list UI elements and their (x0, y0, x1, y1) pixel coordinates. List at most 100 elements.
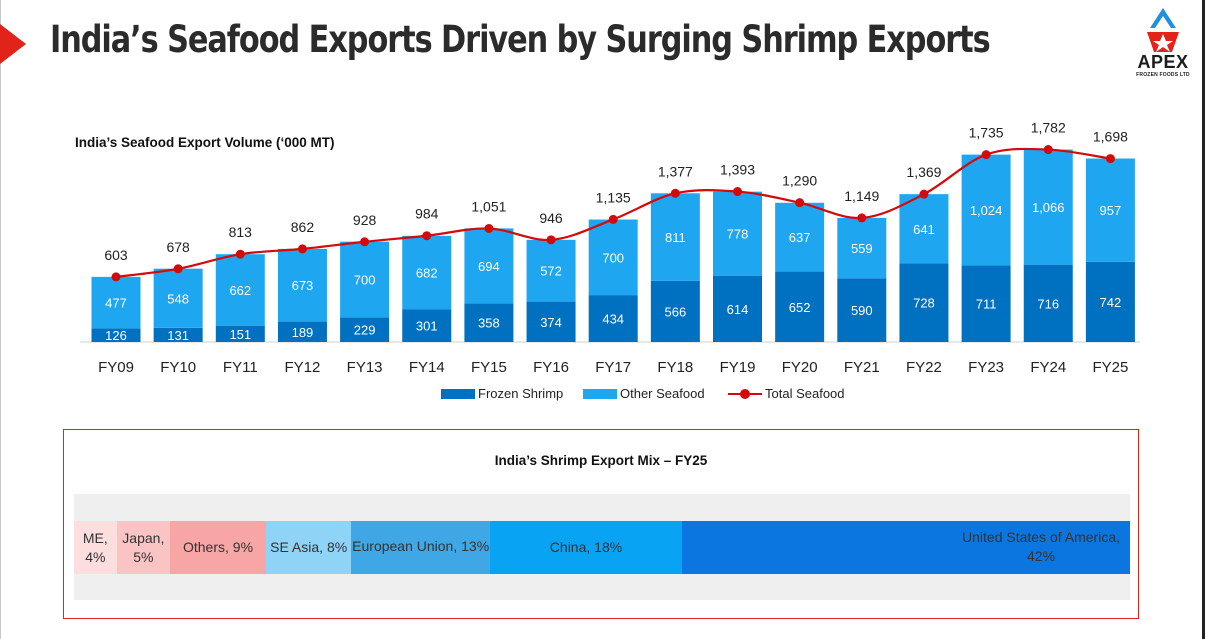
label-frozen-shrimp: 374 (540, 315, 562, 330)
mix-segment-se-asia: SE Asia, 8% (266, 521, 352, 574)
label-frozen-shrimp: 614 (727, 302, 749, 317)
label-total-seafood: 862 (291, 219, 315, 235)
total-seafood-marker (297, 244, 307, 254)
x-tick-label: FY18 (657, 359, 693, 376)
x-tick-label: FY23 (968, 359, 1004, 376)
label-frozen-shrimp: 566 (664, 304, 686, 319)
bar-other-seafood (1023, 149, 1073, 265)
x-tick-label: FY22 (906, 359, 942, 376)
label-total-seafood: 1,782 (1031, 120, 1066, 136)
bar-other-seafood (277, 248, 327, 322)
bar-frozen-shrimp (91, 328, 141, 342)
x-tick-label: FY21 (844, 359, 880, 376)
total-seafood-marker (173, 264, 183, 274)
total-seafood-marker (484, 223, 494, 233)
label-frozen-shrimp: 301 (416, 319, 438, 334)
total-seafood-marker (857, 213, 867, 223)
bar-frozen-shrimp (961, 265, 1011, 342)
total-seafood-marker (795, 198, 805, 208)
label-total-seafood: 1,393 (720, 162, 755, 178)
label-frozen-shrimp: 590 (851, 303, 873, 318)
bar-frozen-shrimp (588, 295, 638, 342)
legend-swatch-other (583, 388, 617, 399)
mix-segment-others: Others, 9% (170, 521, 266, 574)
label-other-seafood: 694 (478, 259, 500, 274)
bar-other-seafood (713, 191, 762, 276)
bar-other-seafood (526, 239, 576, 302)
total-seafood-marker (235, 249, 245, 259)
label-other-seafood: 662 (229, 283, 251, 298)
x-tick-label: FY24 (1030, 359, 1066, 376)
label-total-seafood: 1,135 (596, 189, 631, 205)
label-other-seafood: 700 (354, 272, 376, 287)
x-tick-label: FY19 (720, 359, 756, 376)
label-total-seafood: 1,290 (782, 173, 817, 189)
x-tick-label: FY12 (285, 359, 321, 376)
label-other-seafood: 1,066 (1032, 200, 1065, 215)
x-tick-label: FY15 (471, 359, 507, 376)
bar-frozen-shrimp (277, 321, 327, 342)
label-other-seafood: 637 (789, 230, 811, 245)
label-other-seafood: 1,024 (970, 203, 1003, 218)
label-frozen-shrimp: 126 (105, 328, 127, 343)
mix-segment-united-states-of-america: United States of America, 42% (682, 521, 1130, 574)
bar-other-seafood (837, 217, 887, 279)
bar-other-seafood (588, 219, 638, 296)
bar-frozen-shrimp (650, 280, 700, 342)
apex-logo (1147, 8, 1179, 52)
label-other-seafood: 957 (1100, 203, 1122, 218)
bar-frozen-shrimp (464, 303, 514, 342)
x-tick-label: FY17 (595, 359, 631, 376)
x-tick-label: FY20 (782, 359, 818, 376)
label-frozen-shrimp: 728 (913, 296, 935, 311)
label-frozen-shrimp: 711 (976, 297, 997, 312)
label-frozen-shrimp: 189 (292, 325, 314, 340)
label-frozen-shrimp: 151 (229, 327, 251, 342)
label-frozen-shrimp: 358 (478, 316, 500, 331)
legend-other-seafood: Other Seafood (583, 386, 705, 401)
mix-segment-european-union: European Union, 13% (351, 521, 490, 574)
bar-other-seafood (402, 235, 452, 310)
label-other-seafood: 559 (851, 241, 873, 256)
legend-label-other: Other Seafood (620, 386, 705, 401)
bar-other-seafood (215, 254, 265, 326)
bar-frozen-shrimp (340, 317, 390, 342)
bar-other-seafood (899, 194, 949, 264)
bar-other-seafood (340, 241, 390, 318)
mix-segment-label: China, 18% (549, 539, 623, 555)
bar-other-seafood (775, 202, 825, 272)
total-seafood-marker (733, 187, 742, 197)
label-other-seafood: 673 (292, 278, 314, 293)
bar-other-seafood (91, 276, 141, 329)
label-other-seafood: 778 (727, 227, 749, 242)
bar-frozen-shrimp (899, 263, 949, 342)
label-total-seafood: 603 (104, 247, 128, 263)
bar-frozen-shrimp (1085, 261, 1135, 342)
label-total-seafood: 946 (539, 210, 563, 226)
seafood-volume-chart: 126 477 603 FY09 131 548 678 FY10 151 662 813 FY11 1… (80, 120, 1140, 376)
x-tick-label: FY25 (1092, 359, 1128, 376)
label-other-seafood: 641 (913, 222, 935, 237)
label-total-seafood: 813 (229, 224, 253, 240)
total-seafood-marker (360, 237, 370, 247)
mix-segment-label: European Union, 13% (352, 538, 490, 554)
mix-segment-me: ME, 4% (74, 521, 117, 574)
bar-other-seafood (1085, 158, 1135, 262)
label-frozen-shrimp: 131 (167, 328, 189, 343)
label-frozen-shrimp: 434 (602, 312, 624, 327)
bar-frozen-shrimp (402, 309, 452, 342)
label-other-seafood: 477 (105, 296, 127, 311)
bar-other-seafood (153, 268, 203, 328)
label-total-seafood: 1,051 (471, 198, 506, 214)
label-frozen-shrimp: 716 (1037, 296, 1059, 311)
x-tick-label: FY10 (160, 359, 196, 376)
x-tick-label: FY13 (347, 359, 383, 376)
label-frozen-shrimp: 742 (1100, 295, 1122, 310)
x-tick-label: FY14 (409, 359, 445, 376)
frame-left-border (0, 0, 1, 639)
label-total-seafood: 1,369 (906, 164, 941, 180)
x-tick-label: FY09 (98, 359, 134, 376)
x-tick-label: FY16 (533, 359, 569, 376)
bar-frozen-shrimp (1023, 264, 1073, 342)
red-tab-marker (0, 24, 26, 64)
